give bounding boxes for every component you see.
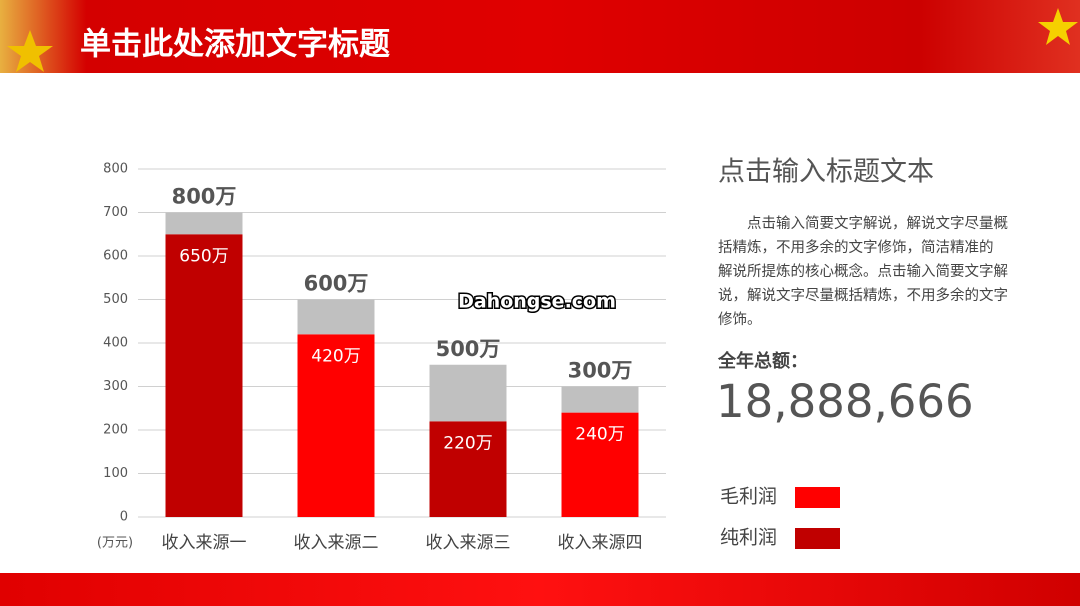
top-label: 300万 xyxy=(568,359,633,383)
x-tick-label: 收入来源一 xyxy=(162,533,247,553)
y-tick-label: 500 xyxy=(103,292,128,307)
star-icon xyxy=(1038,8,1078,45)
header-title: 单击此处添加文字标题 xyxy=(80,27,390,63)
legend-label: 毛利润 xyxy=(720,486,777,508)
y-tick-label: 300 xyxy=(103,379,128,394)
y-tick-label: 600 xyxy=(103,249,128,264)
unit-label: (万元) xyxy=(97,536,133,551)
y-tick-label: 700 xyxy=(103,205,128,220)
watermark: Dahongse.com xyxy=(458,291,616,313)
x-tick-label: 收入来源二 xyxy=(294,533,379,553)
bar-segment xyxy=(165,212,243,235)
top-label: 600万 xyxy=(304,272,369,296)
side-heading: 点击输入标题文本 xyxy=(718,157,934,188)
bar-segment xyxy=(429,364,507,422)
bar-segment xyxy=(165,234,243,517)
star-icon xyxy=(7,30,53,72)
total-label: 全年总额： xyxy=(717,350,808,372)
x-tick-label: 收入来源四 xyxy=(558,533,643,553)
bar-segment xyxy=(297,334,375,517)
bar-segment xyxy=(297,299,375,335)
legend-label: 纯利润 xyxy=(720,527,777,549)
value-label: 220万 xyxy=(443,433,492,453)
y-tick-label: 0 xyxy=(120,510,128,525)
side-paragraph: 点击输入简要文字解说，解说文字尽量概括精炼，不用多余的文字修饰，简洁精准的 解说… xyxy=(718,216,1008,328)
legend-swatch xyxy=(795,487,840,508)
bar-segment xyxy=(561,386,639,413)
header-band xyxy=(0,0,1080,73)
value-label: 650万 xyxy=(179,246,228,266)
bar-segment xyxy=(429,421,507,517)
y-tick-label: 100 xyxy=(103,466,128,481)
y-tick-label: 400 xyxy=(103,336,128,351)
value-label: 240万 xyxy=(575,425,624,445)
top-label: 500万 xyxy=(436,337,501,361)
x-tick-label: 收入来源三 xyxy=(426,533,511,553)
legend-swatch xyxy=(795,528,840,549)
value-label: 420万 xyxy=(311,346,360,366)
y-tick-label: 200 xyxy=(103,423,128,438)
bar-segment xyxy=(561,412,639,517)
y-tick-label: 800 xyxy=(103,162,128,177)
footer-band xyxy=(0,573,1080,606)
total-value: 18,888,666 xyxy=(716,375,974,428)
top-label: 800万 xyxy=(172,185,237,209)
